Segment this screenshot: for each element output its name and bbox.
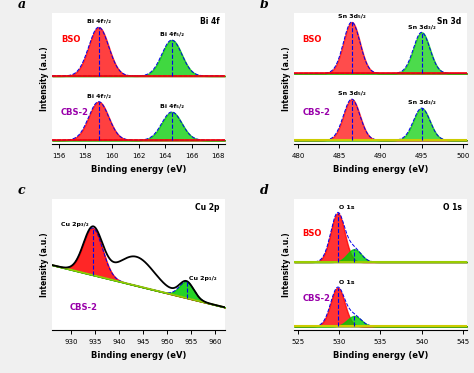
Text: Sn 3d₃/₂: Sn 3d₃/₂ bbox=[408, 100, 436, 105]
X-axis label: Binding energy (eV): Binding energy (eV) bbox=[333, 351, 428, 360]
Text: Sn 3d₃/₂: Sn 3d₃/₂ bbox=[408, 24, 436, 29]
Text: CBS-2: CBS-2 bbox=[303, 294, 331, 303]
Text: Bi 4f₅/₂: Bi 4f₅/₂ bbox=[160, 32, 184, 37]
Text: Sn 3d: Sn 3d bbox=[438, 17, 462, 26]
Y-axis label: Intensity (a.u.): Intensity (a.u.) bbox=[40, 232, 49, 297]
Y-axis label: Intensity (a.u.): Intensity (a.u.) bbox=[40, 46, 49, 111]
X-axis label: Binding energy (eV): Binding energy (eV) bbox=[91, 164, 186, 174]
Text: BSO: BSO bbox=[303, 35, 322, 44]
Text: CBS-2: CBS-2 bbox=[303, 108, 331, 117]
Y-axis label: Intensity (a.u.): Intensity (a.u.) bbox=[283, 46, 292, 111]
Text: CBS-2: CBS-2 bbox=[61, 108, 89, 117]
Text: O 1s: O 1s bbox=[339, 279, 355, 285]
Text: Sn 3d₅/₂: Sn 3d₅/₂ bbox=[338, 91, 365, 96]
Text: BSO: BSO bbox=[61, 35, 80, 44]
Text: Sn 3d₅/₂: Sn 3d₅/₂ bbox=[338, 14, 365, 19]
X-axis label: Binding energy (eV): Binding energy (eV) bbox=[91, 351, 186, 360]
Text: d: d bbox=[260, 184, 268, 197]
Text: O 1s: O 1s bbox=[339, 205, 355, 210]
Text: O 1s: O 1s bbox=[443, 203, 462, 212]
X-axis label: Binding energy (eV): Binding energy (eV) bbox=[333, 164, 428, 174]
Text: Bi 4f₅/₂: Bi 4f₅/₂ bbox=[160, 104, 184, 109]
Text: BSO: BSO bbox=[303, 229, 322, 238]
Text: Cu 2p: Cu 2p bbox=[195, 203, 220, 212]
Text: a: a bbox=[18, 0, 26, 11]
Text: Cu 2p₃/₂: Cu 2p₃/₂ bbox=[61, 222, 88, 227]
Text: Bi 4f₇/₂: Bi 4f₇/₂ bbox=[87, 19, 110, 24]
Text: b: b bbox=[260, 0, 268, 11]
Y-axis label: Intensity (a.u.): Intensity (a.u.) bbox=[283, 232, 292, 297]
Text: Bi 4f₇/₂: Bi 4f₇/₂ bbox=[87, 94, 110, 98]
Text: c: c bbox=[18, 184, 25, 197]
Text: Bi 4f: Bi 4f bbox=[200, 17, 220, 26]
Text: CBS-2: CBS-2 bbox=[69, 304, 98, 313]
Text: Cu 2p₁/₂: Cu 2p₁/₂ bbox=[189, 276, 217, 281]
